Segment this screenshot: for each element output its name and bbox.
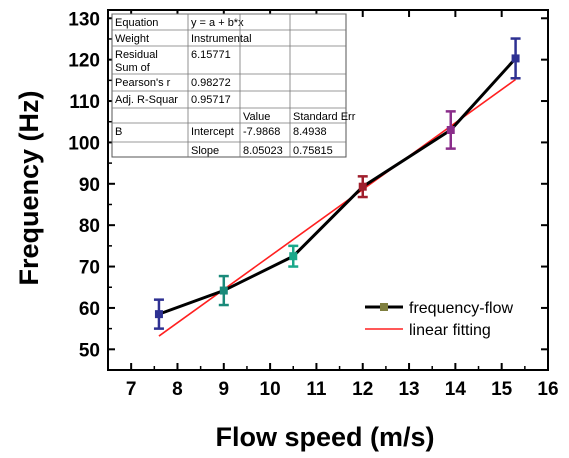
legend: frequency-flow linear fitting <box>365 300 513 339</box>
x-axis-title: Flow speed (m/s) <box>215 422 434 452</box>
x-tick-label: 7 <box>126 379 137 400</box>
stats-cell: Standard Err <box>293 111 356 123</box>
ticks: 7 8 9 10 11 12 13 14 15 16 50 60 70 80 90 100 110 120 130 <box>68 9 558 400</box>
stats-cell: 0.98272 <box>191 77 231 89</box>
x-tick-label: 11 <box>306 379 327 400</box>
stats-cell: 6.15771 <box>191 49 231 61</box>
stats-cell: Intercept <box>191 126 234 138</box>
y-tick-label: 60 <box>79 299 100 320</box>
stats-cell: Equation <box>115 17 158 29</box>
x-tick-label: 16 <box>537 379 558 400</box>
data-point <box>446 126 455 134</box>
x-tick-label: 9 <box>219 379 230 400</box>
stats-cell: Value <box>243 111 270 123</box>
y-tick-label: 50 <box>79 340 100 361</box>
x-tick-label: 15 <box>491 379 513 400</box>
y-tick-label: 70 <box>79 258 100 279</box>
y-tick-label: 100 <box>68 133 100 154</box>
legend-label-frequency-flow: frequency-flow <box>409 300 513 317</box>
stats-cell: Weight <box>115 33 149 45</box>
stats-table: Equation y = a + b*x Weight Instrumental Res… <box>111 13 356 158</box>
data-point <box>358 182 367 191</box>
x-tick-label: 12 <box>352 379 373 400</box>
data-point <box>154 310 163 319</box>
stats-cell: 8.05023 <box>243 145 283 157</box>
stats-cell: y = a + b*x <box>191 17 244 29</box>
series-line-frequency-flow <box>158 57 517 316</box>
stats-cell: Residual Sum of <box>115 49 158 74</box>
x-tick-label: 13 <box>398 379 419 400</box>
stats-cell: Adj. R-Squar <box>115 94 178 106</box>
y-tick-label: 80 <box>79 216 100 237</box>
plot-frame <box>107 9 549 371</box>
stats-cell: Pearson's r <box>115 77 171 89</box>
x-tick-label: 8 <box>172 379 183 400</box>
stats-cell: Slope <box>191 145 219 157</box>
stats-cell: 0.75815 <box>293 145 333 157</box>
stats-cell: Instrumental <box>191 33 252 45</box>
y-tick-label: 90 <box>79 175 100 196</box>
x-tick-label: 10 <box>260 379 281 400</box>
stats-cell: 8.4938 <box>293 126 327 138</box>
data-point <box>511 54 520 63</box>
y-axis-title: Frequency (Hz) <box>14 90 44 285</box>
y-tick-label: 110 <box>69 92 100 113</box>
data-point <box>219 286 228 295</box>
data-series-group <box>153 37 521 330</box>
stats-cell: 0.95717 <box>191 94 231 106</box>
legend-marker <box>380 303 388 311</box>
y-tick-label: 130 <box>68 9 100 30</box>
axes <box>107 9 549 371</box>
y-tick-label: 120 <box>68 51 100 72</box>
x-tick-label: 14 <box>445 379 467 400</box>
stats-table-bg <box>111 13 347 158</box>
data-point <box>289 252 298 261</box>
stats-cell: -7.9868 <box>243 126 280 138</box>
legend-label-linear-fitting: linear fitting <box>409 322 491 339</box>
stats-cell: B <box>115 126 122 138</box>
